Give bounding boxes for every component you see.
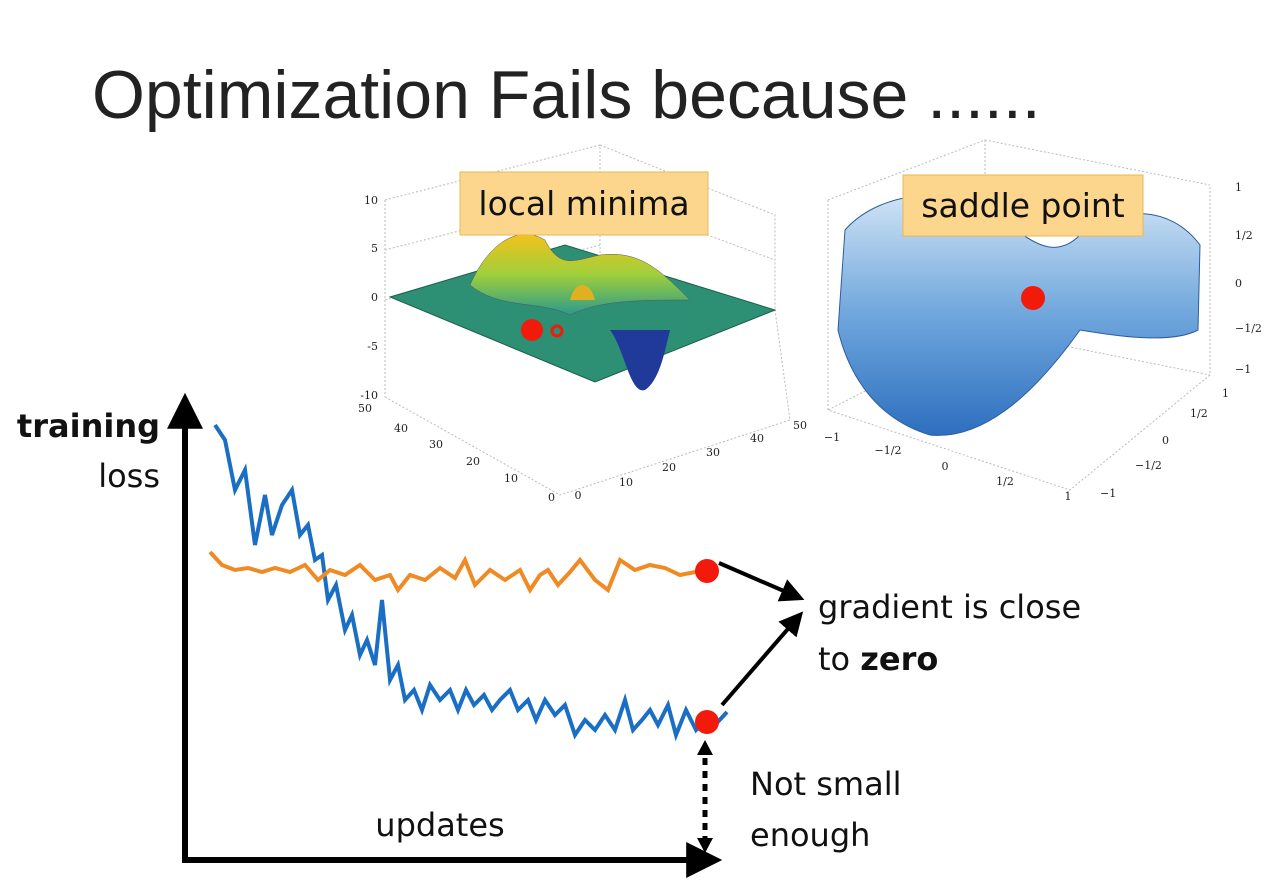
tick-label: 0 [548, 491, 555, 504]
tick-label: 0 [1235, 277, 1242, 290]
tick-label: −1/2 [1235, 322, 1262, 335]
tick-label: −1 [1235, 363, 1251, 376]
y-label: loss [98, 457, 160, 495]
tick-label: -10 [360, 389, 378, 402]
plot-label: local minima [478, 184, 689, 223]
tick-label: −1/2 [875, 444, 902, 457]
tick-label: 40 [750, 432, 764, 445]
tick-label: 10 [504, 472, 518, 485]
label-box [902, 174, 1144, 237]
tick-label: 40 [394, 422, 408, 435]
critical-point [695, 710, 719, 734]
annotation-bold: zero [860, 640, 938, 678]
tick-label: -5 [367, 340, 378, 353]
tick-label: 1/2 [996, 475, 1014, 488]
plot-label: saddle point [921, 186, 1124, 225]
tick-label: 1/2 [1190, 407, 1208, 420]
tick-label: 0 [371, 291, 378, 304]
tick-label: 1 [1065, 490, 1072, 503]
tick-label: 1 [1235, 181, 1242, 194]
y-label-bold: training [17, 407, 160, 445]
tick-label: 1/2 [1235, 229, 1253, 242]
tick-label: 20 [466, 455, 480, 468]
tick-label: 50 [358, 402, 372, 415]
tick-label: −1 [824, 431, 840, 444]
annotation: gradient is close [818, 588, 1081, 626]
tick-label: 10 [619, 476, 633, 489]
label-box [459, 171, 709, 236]
arrow [718, 561, 805, 602]
tick-label: 1 [1222, 387, 1229, 400]
x-label: updates [375, 806, 504, 844]
tick-label: 0 [942, 460, 949, 473]
tick-label: 5 [371, 242, 378, 255]
loss-curve-blue [213, 423, 729, 742]
tick-label: −1 [1100, 487, 1116, 500]
title: Optimization Fails because ...... [92, 57, 1041, 133]
tick-label: 30 [429, 438, 443, 451]
annotation: Not small [750, 765, 901, 803]
tick-label: 10 [364, 194, 378, 207]
tick-label: 0 [575, 489, 582, 502]
tick-label: 0 [1162, 434, 1169, 447]
annotation: to zero [818, 640, 938, 678]
tick-label: 30 [706, 446, 720, 459]
tick-label: −1/2 [1135, 459, 1162, 472]
critical-point [695, 559, 719, 583]
tick-label: 50 [793, 419, 807, 432]
annotation-part: to [818, 640, 860, 678]
loss-curve-orange [208, 550, 708, 594]
local-minima-plot [384, 144, 791, 496]
arrow [720, 611, 804, 707]
tick-label: 20 [662, 461, 676, 474]
annotation: enough [750, 816, 870, 854]
